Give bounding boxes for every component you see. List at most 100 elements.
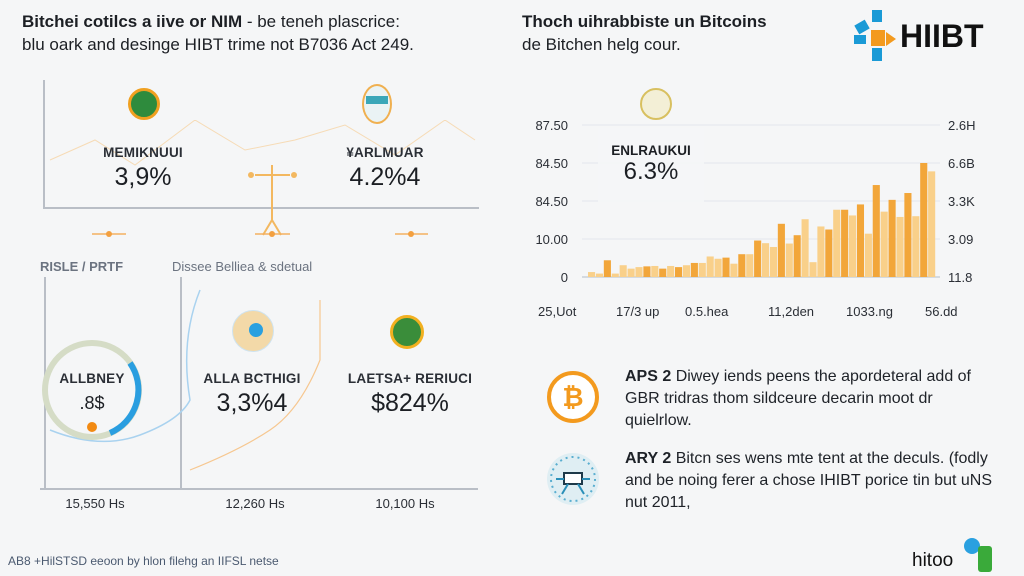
bar-chart: 0 11.8 10.00 3.09 84.50 3.3K 84.50 6.6B 87.50 2.6…: [535, 118, 975, 319]
bar: [643, 266, 651, 277]
note-bold: ARY 2: [625, 450, 672, 467]
footer-logo-bottle-icon: [978, 546, 992, 572]
scales-icon: [248, 165, 297, 236]
svg-text:₿: ₿: [562, 383, 583, 413]
ornament-divider: [92, 231, 428, 237]
bar: [777, 223, 785, 277]
bar: [896, 216, 904, 277]
footer-text: AB8 +HilSTSD eeoon by hlon filehg an IIF…: [8, 554, 279, 568]
bar: [769, 246, 778, 277]
bar: [738, 254, 746, 277]
right-subtitle: de Bitchen helg cour.: [522, 35, 681, 54]
bar: [651, 265, 659, 277]
y-tick-left: 87.50: [535, 118, 568, 133]
bar: [659, 268, 667, 277]
bar: [698, 262, 706, 277]
x-tick: 10,100 Hs: [375, 496, 435, 511]
bar: [928, 171, 936, 277]
note-text: Bitcn ses wens mte tent at the deculs. (…: [625, 450, 993, 511]
y-tick-left: 84.50: [535, 156, 568, 171]
footer-logo-drop-icon: [964, 538, 980, 554]
kpi-label: ALLA BCTHIGI: [203, 371, 301, 386]
y-tick-right: 3.09: [948, 232, 973, 247]
footer-logo: hitoo: [912, 534, 1012, 574]
top-panel-trend-line: [49, 120, 476, 166]
kpi-value: 3,3%4: [216, 389, 288, 417]
badge-icon: [128, 88, 160, 120]
bar: [667, 265, 675, 277]
bar: [872, 185, 880, 277]
x-tick-label: 17/3 up: [616, 304, 659, 319]
bar: [920, 163, 928, 277]
right-title: Thoch uihrabbiste un Bitcoins: [522, 12, 767, 31]
emblem-icon: [362, 84, 392, 124]
chart-card-value: 6.3%: [623, 158, 679, 185]
mining-icon: [232, 310, 274, 352]
y-tick-left: 10.00: [535, 232, 568, 247]
bar: [714, 258, 722, 277]
bar: [722, 257, 730, 277]
x-tick: 15,550 Hs: [65, 496, 125, 511]
bar: [730, 263, 738, 277]
kpi-label: LAETSA+ RERIUCI: [347, 371, 473, 386]
bar: [635, 267, 643, 277]
hibt-logo-mark-icon: [854, 10, 896, 61]
y-tick-right: 3.3K: [948, 194, 975, 209]
y-tick-right: 6.6B: [948, 156, 975, 171]
y-tick-right: 2.6H: [948, 118, 975, 133]
y-tick-right: 11.8: [948, 270, 972, 285]
wallet-icon: [390, 315, 424, 349]
header-subtitle: blu oark and desinge HIBT trime not B703…: [22, 35, 414, 54]
bar: [682, 265, 691, 277]
footer-logo-text: hitoo: [912, 550, 954, 571]
bar: [762, 243, 770, 277]
bottom-trend-lines: [49, 289, 321, 471]
note-bold: APS 2: [625, 368, 672, 385]
bar: [690, 262, 698, 277]
bar: [793, 235, 801, 277]
title-bold: Bitchei cotilcs a iive or NIM: [22, 12, 243, 31]
x-tick-label: 1033.ng: [846, 304, 893, 319]
hibt-logo-text: HIIBT: [900, 18, 984, 54]
bottom-panel-divider: [180, 277, 182, 489]
hibt-logo: HIIBT: [852, 8, 992, 63]
x-tick-label: 11,2den: [768, 304, 814, 319]
bar: [611, 273, 619, 277]
section-label-left: RISLE / PRTF: [40, 259, 124, 274]
bar: [849, 215, 857, 277]
chart-card-label: ENLRAUKUI: [611, 143, 691, 158]
bar: [627, 268, 635, 277]
bar: [619, 265, 627, 277]
bar: [675, 267, 683, 277]
x-tick-label: 56.dd: [925, 304, 958, 319]
chart-badge-icon: [640, 88, 672, 120]
bar: [603, 260, 611, 277]
bar: [785, 243, 793, 277]
bar: [817, 226, 825, 277]
bottom-panel-x-axis: [40, 488, 478, 490]
kpi-value: $824%: [371, 389, 449, 417]
bar: [833, 209, 841, 277]
kpi-value: 3,9%: [114, 163, 172, 191]
kpi-label: MEMIKNUUI: [103, 145, 183, 160]
bar: [809, 262, 817, 277]
bar: [856, 204, 865, 277]
bitcoin-icon: ₿: [547, 371, 599, 423]
bar: [825, 229, 833, 277]
top-panel-y-axis: [43, 80, 45, 208]
bar: [880, 211, 888, 277]
note-text: Diwey iends peens the apordeteral add of…: [625, 368, 971, 429]
bar: [912, 216, 920, 277]
bar: [746, 254, 754, 277]
bar: [841, 209, 849, 277]
x-tick-label: 0.5.hea: [685, 304, 729, 319]
note-item: APS 2 Diwey iends peens the apordeteral …: [625, 366, 995, 432]
top-panel-x-axis: [43, 207, 479, 209]
y-tick-left: 84.50: [535, 194, 568, 209]
y-tick-left: 0: [561, 270, 568, 285]
kpi-value: 4.2%4: [349, 163, 421, 191]
gauge-label: ALLBNEY: [59, 371, 125, 386]
title-rest: - be teneh plascrice:: [242, 12, 400, 31]
bar: [864, 233, 872, 277]
bar: [904, 193, 912, 277]
